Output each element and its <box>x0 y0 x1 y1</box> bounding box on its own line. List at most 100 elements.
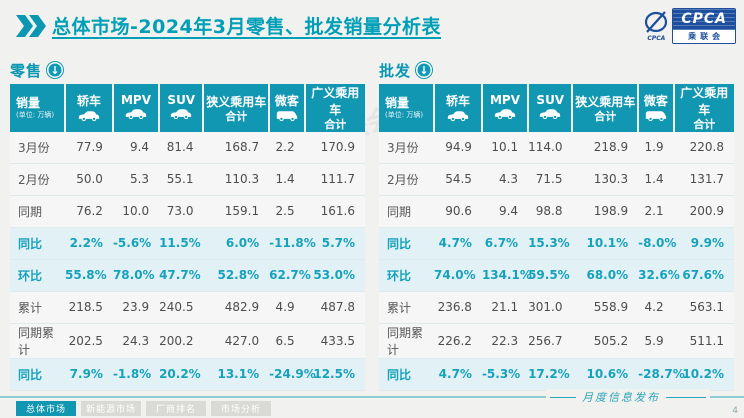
value-cell: 236.8 <box>434 291 482 324</box>
minivan-icon <box>276 110 298 124</box>
value-cell: 20.2% <box>159 358 204 391</box>
page-title: 总体市场-2024年3月零售、批发销量分析表 <box>52 16 441 38</box>
table-row: 同期累计 202.5 24.3 200.2 427.0 6.5 433.5 <box>10 323 365 359</box>
retail-table-section: 零售 ↓ 销量 (单位: 万辆) 轿车 MPV SUV 狭义乘用车 合计 微客 广义乘用车 合计 3… <box>10 58 365 391</box>
table-row: 同比 7.9% -1.8% 20.2% 13.1% -24.9% 12.5% <box>10 358 365 391</box>
value-cell: 10.1 <box>481 131 529 164</box>
value-cell: 78.0% <box>112 259 160 292</box>
value-cell: 59.5% <box>528 259 573 292</box>
value-cell: 76.2 <box>65 195 113 228</box>
value-cell: 114.0 <box>528 131 573 164</box>
wholesale-section-header: 批发 ↓ <box>379 58 734 82</box>
value-cell: 50.0 <box>65 163 113 196</box>
value-cell: 10.6% <box>572 358 639 391</box>
value-cell: 4.2 <box>638 291 674 324</box>
row-label: 累计 <box>10 291 66 324</box>
value-cell: 10.0 <box>112 195 160 228</box>
table-row: 同比 2.2% -5.6% 11.5% 6.0% -11.8% 5.7% <box>10 227 365 260</box>
suv-icon <box>539 108 561 122</box>
mpv-icon <box>125 108 147 122</box>
footer-tab-2[interactable]: 厂商排名 <box>146 401 206 416</box>
table-row: 3月份 94.9 10.1 114.0 218.9 1.9 220.8 <box>379 131 734 164</box>
value-cell: 4.7% <box>434 227 482 260</box>
value-cell: 563.1 <box>673 291 734 324</box>
value-cell: 54.5 <box>434 163 482 196</box>
sales-unit-header: 销量 (单位: 万辆) <box>379 84 436 132</box>
table-row: 同比 4.7% -5.3% 17.2% 10.6% -28.7% 10.2% <box>379 358 734 391</box>
row-label: 2月份 <box>10 163 66 196</box>
row-label: 2月份 <box>379 163 435 196</box>
sedan-icon <box>447 110 469 124</box>
value-cell: 4.9 <box>269 291 305 324</box>
cpca-swirl-icon: CPCA <box>643 10 669 42</box>
value-cell: 94.9 <box>434 131 482 164</box>
column-header: 狭义乘用车 合计 <box>203 84 271 132</box>
column-header: 狭义乘用车 合计 <box>572 84 640 132</box>
value-cell: 15.3% <box>528 227 573 260</box>
row-label: 同比 <box>379 358 435 391</box>
table-row: 2月份 54.5 4.3 71.5 130.3 1.4 131.7 <box>379 163 734 196</box>
table-row: 累计 218.5 23.9 240.5 482.9 4.9 487.8 <box>10 291 365 324</box>
value-cell: 2.1 <box>638 195 674 228</box>
wholesale-table: 销量 (单位: 万辆) 轿车 MPV SUV 狭义乘用车 合计 微客 广义乘用车 合计 3月份 94.… <box>379 84 734 391</box>
column-header: MPV <box>481 84 530 132</box>
column-header: MPV <box>112 84 161 132</box>
column-header: SUV <box>159 84 205 132</box>
value-cell: 1.4 <box>269 163 305 196</box>
footer-note-text: 月度信息发布 <box>582 391 660 404</box>
divider-dash <box>666 396 706 398</box>
down-arrow-icon: ↓ <box>47 62 64 78</box>
value-cell: 22.3 <box>481 323 529 359</box>
footer-tab-bar: 总体市场 新能源市场 厂商排名 市场分析 <box>16 401 271 416</box>
value-cell: 90.6 <box>434 195 482 228</box>
value-cell: 32.6% <box>638 259 680 292</box>
column-header: 轿车 <box>65 84 114 132</box>
row-label: 同期累计 <box>379 323 435 359</box>
value-cell: 4.3 <box>481 163 529 196</box>
value-cell: 511.1 <box>673 323 734 359</box>
footer-tab-0[interactable]: 总体市场 <box>16 401 76 416</box>
table-row: 同期 90.6 9.4 98.8 198.9 2.1 200.9 <box>379 195 734 228</box>
value-cell: 110.3 <box>203 163 270 196</box>
value-cell: 10.1% <box>572 227 639 260</box>
row-label: 环比 <box>379 259 435 292</box>
value-cell: 77.9 <box>65 131 113 164</box>
value-cell: 21.1 <box>481 291 529 324</box>
value-cell: 81.4 <box>159 131 204 164</box>
value-cell: -1.8% <box>112 358 160 391</box>
retail-section-label: 零售 <box>10 61 43 80</box>
value-cell: 131.7 <box>673 163 734 196</box>
row-label: 同期 <box>379 195 435 228</box>
value-cell: -5.6% <box>112 227 160 260</box>
value-cell: 47.7% <box>159 259 204 292</box>
suv-icon <box>170 108 192 122</box>
value-cell: 2.2 <box>269 131 305 164</box>
cpca-swirl-label: CPCA <box>647 34 666 42</box>
value-cell: 482.9 <box>203 291 270 324</box>
value-cell: 170.9 <box>304 131 365 164</box>
value-cell: 226.2 <box>434 323 482 359</box>
row-label: 同比 <box>10 227 66 260</box>
value-cell: 433.5 <box>304 323 365 359</box>
value-cell: 6.5 <box>269 323 305 359</box>
sales-unit-header: 销量 (单位: 万辆) <box>10 84 67 132</box>
value-cell: 202.5 <box>65 323 113 359</box>
footer-tab-3[interactable]: 市场分析 <box>211 401 271 416</box>
retail-section-header: 零售 ↓ <box>10 58 365 82</box>
value-cell: 130.3 <box>572 163 639 196</box>
value-cell: 9.4 <box>481 195 529 228</box>
footer-divider <box>0 396 744 398</box>
row-label: 环比 <box>10 259 66 292</box>
footer-tab-1[interactable]: 新能源市场 <box>81 401 141 416</box>
value-cell: 5.3 <box>112 163 160 196</box>
value-cell: 53.0% <box>304 259 365 292</box>
value-cell: 4.7% <box>434 358 482 391</box>
cpca-logo-subtext: 乘联会 <box>673 29 735 43</box>
value-cell: 200.9 <box>673 195 734 228</box>
value-cell: 55.1 <box>159 163 204 196</box>
value-cell: 159.1 <box>203 195 270 228</box>
row-label: 同期 <box>10 195 66 228</box>
value-cell: 134.1% <box>481 259 532 292</box>
value-cell: 505.2 <box>572 323 639 359</box>
row-label: 同比 <box>10 358 66 391</box>
